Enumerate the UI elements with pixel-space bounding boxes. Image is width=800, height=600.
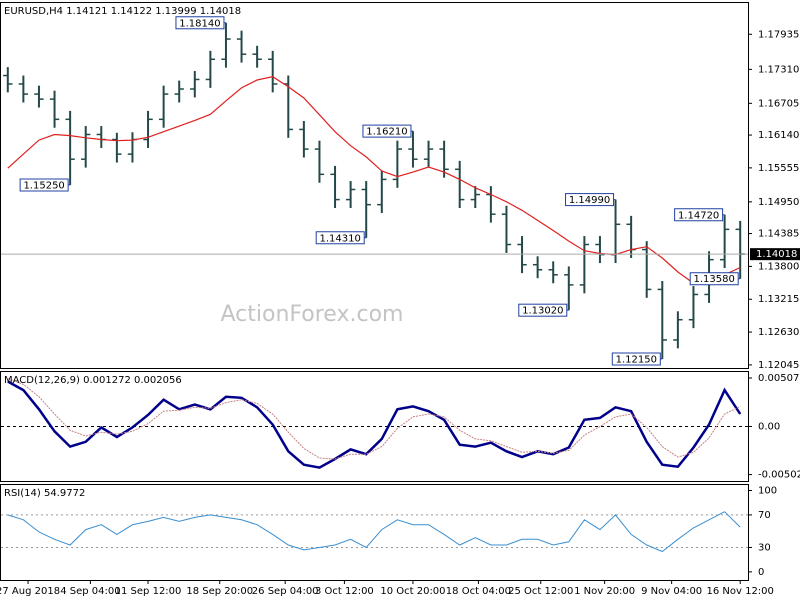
x-tick-label: 18 Oct 04:00	[446, 586, 511, 597]
annotation-box	[315, 231, 365, 245]
annotation-box	[565, 193, 615, 207]
x-tick-label: 11 Sep 12:00	[115, 586, 182, 597]
annotation-box	[19, 178, 69, 192]
y-tick-label: 0.00507	[758, 373, 799, 384]
panel: 0.00507 0.00 -0.005029 MACD(12,26,9) 0.0012…	[0, 371, 800, 482]
annotation-label: 1.15250	[23, 181, 64, 192]
series-line	[7, 511, 741, 553]
y-tick-label: 1.17310	[758, 64, 799, 75]
annotation-box	[362, 124, 412, 138]
x-tick-label: 16 Nov 12:00	[706, 586, 773, 597]
watermark: ActionForex.com	[221, 302, 404, 327]
panel-border	[0, 484, 749, 581]
annotation-box	[689, 272, 739, 286]
x-tick-label: 3 Oct 12:00	[315, 586, 374, 597]
annotation-label: 1.14720	[678, 210, 719, 221]
panel-title: MACD(12,26,9) 0.001272 0.002056	[4, 375, 182, 386]
annotation-label: 1.13580	[694, 274, 735, 285]
annotation-label: 1.12150	[616, 355, 657, 366]
y-tick-label: 1.14950	[758, 197, 799, 208]
annotation-label: 1.13020	[522, 306, 563, 317]
annotation-box	[518, 303, 568, 317]
x-tick-label: 26 Sep 04:00	[252, 586, 319, 597]
y-tick-label: 1.16705	[758, 98, 799, 109]
y-tick-label: 100	[758, 486, 777, 497]
y-tick-label: -0.005029	[758, 470, 800, 481]
annotation-box	[674, 208, 724, 222]
panel-border	[0, 2, 749, 369]
y-tick-label: 70	[758, 510, 771, 521]
y-tick-label: 1.16140	[758, 130, 799, 141]
annotation-label: 1.14310	[320, 233, 361, 244]
last-price-label: 1.14018	[756, 249, 797, 260]
series-line	[7, 378, 741, 460]
series-line	[7, 380, 742, 469]
y-tick-label: 0.00	[758, 421, 780, 432]
annotation-label: 1.14990	[569, 195, 610, 206]
y-tick-label: 1.15555	[758, 163, 799, 174]
x-tick-label: 27 Aug 2018	[0, 586, 60, 597]
last-price-box	[750, 248, 800, 261]
y-tick-label: 30	[758, 542, 771, 553]
y-tick-label: 1.17935	[758, 29, 799, 40]
y-tick-label: 0	[758, 567, 764, 578]
panel-title: RSI(14) 54.9772	[4, 488, 85, 499]
y-tick-label: 1.13800	[758, 261, 799, 272]
y-tick-label: 1.13215	[758, 294, 799, 305]
annotation-box	[611, 352, 661, 366]
y-tick-label: 1.14385	[758, 229, 799, 240]
y-tick-label: 1.12630	[758, 327, 799, 338]
x-tick-label: 1 Nov 20:00	[574, 586, 635, 597]
annotation-label: 1.18140	[179, 18, 220, 29]
annotation-label: 1.16210	[366, 127, 407, 138]
panel: ActionForex.com 1.17935 1.17310 1.16705 1.16…	[0, 2, 800, 371]
y-tick-label: 1.12045	[758, 360, 799, 371]
x-tick-label: 25 Oct 12:00	[508, 586, 573, 597]
annotation-box	[175, 16, 225, 30]
x-tick-label: 9 Nov 04:00	[641, 586, 702, 597]
panel-title: EURUSD,H4 1.14121 1.14122 1.13999 1.1401…	[4, 6, 241, 17]
x-tick-label: 10 Oct 20:00	[380, 586, 445, 597]
x-tick-label: 4 Sep 04:00	[60, 586, 120, 597]
x-tick-label: 18 Sep 20:00	[186, 586, 253, 597]
